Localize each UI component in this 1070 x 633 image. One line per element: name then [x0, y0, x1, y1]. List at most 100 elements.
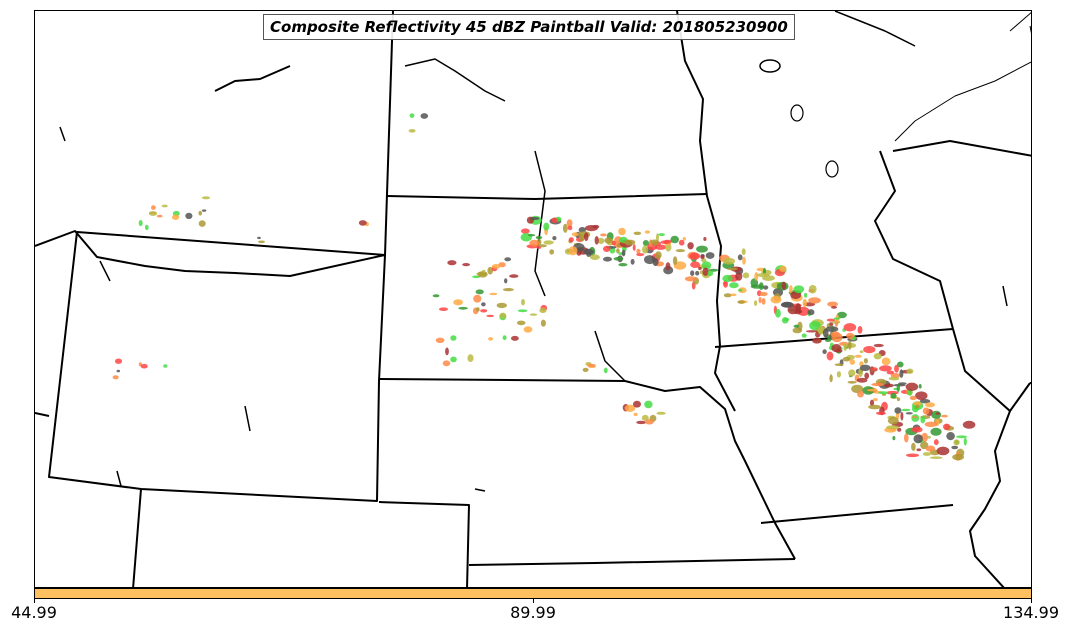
reflectivity-blob — [913, 401, 922, 407]
reflectivity-blob — [870, 367, 878, 372]
reflectivity-blob — [447, 260, 457, 266]
reflectivity-blob — [863, 358, 869, 364]
reflectivity-blob — [730, 293, 737, 297]
reflectivity-blob — [930, 427, 942, 436]
reflectivity-blob — [847, 380, 857, 384]
reflectivity-blob — [900, 411, 904, 421]
reflectivity-blob — [857, 326, 863, 334]
reflectivity-blob — [914, 404, 920, 409]
reflectivity-blob — [543, 222, 550, 231]
reflectivity-blob — [462, 263, 470, 267]
reflectivity-blob — [829, 374, 833, 383]
reflectivity-blob — [636, 248, 641, 254]
reflectivity-blob — [439, 307, 448, 312]
reflectivity-blob — [761, 298, 766, 305]
reflectivity-blob — [583, 232, 589, 242]
map-title: Composite Reflectivity 45 dBZ Paintball … — [263, 14, 795, 40]
reflectivity-blob — [920, 416, 926, 424]
reflectivity-blob — [962, 420, 976, 429]
reflectivity-blob — [603, 256, 612, 262]
reflectivity-blob — [603, 245, 611, 252]
reflectivity-blob — [201, 196, 211, 200]
reflectivity-blob — [442, 360, 451, 367]
reflectivity-blob — [729, 282, 739, 289]
reflectivity-blob — [722, 274, 733, 283]
reflectivity-blob — [941, 414, 948, 418]
reflectivity-blob — [477, 271, 488, 278]
reflectivity-map — [35, 11, 1031, 587]
reflectivity-blob — [742, 256, 746, 265]
reflectivity-blob — [887, 416, 899, 425]
reflectivity-blob — [645, 419, 654, 425]
reflectivity-blob — [611, 240, 616, 246]
reflectivity-blob — [899, 369, 904, 378]
reflectivity-blob — [883, 383, 894, 388]
reflectivity-blob — [592, 224, 600, 229]
reflectivity-blob — [138, 220, 143, 227]
reflectivity-blob — [504, 278, 508, 284]
reflectivity-blob — [915, 391, 928, 401]
reflectivity-blob — [535, 235, 543, 240]
reflectivity-blob — [636, 420, 647, 425]
state-boundaries — [35, 11, 1031, 587]
reflectivity-blob — [847, 340, 852, 350]
reflectivity-blob — [504, 257, 512, 262]
reflectivity-blob — [754, 272, 759, 281]
reflectivity-blob — [866, 388, 878, 392]
reflectivity-blob — [487, 266, 494, 275]
reflectivity-blob — [759, 291, 768, 297]
reflectivity-blob — [630, 258, 635, 265]
reflectivity-blob — [198, 220, 206, 227]
reflectivity-blob — [540, 319, 546, 327]
reflectivity-blob — [672, 256, 678, 265]
reflectivity-blob — [658, 233, 665, 237]
reflectivity-blob — [523, 326, 533, 333]
reflectivity-blob — [953, 439, 960, 446]
reflectivity-blob — [918, 384, 922, 389]
reflectivity-blob — [906, 368, 914, 374]
reflectivity-blob — [802, 298, 807, 308]
reflectivity-blob — [927, 436, 931, 439]
reflectivity-blob — [886, 370, 895, 375]
reflectivity-blob — [582, 367, 589, 372]
reflectivity-blob — [722, 257, 736, 265]
reflectivity-blob — [616, 243, 621, 248]
reflectivity-blob — [458, 306, 468, 310]
reflectivity-blob — [763, 267, 766, 275]
reflectivity-blob — [163, 364, 168, 368]
reflectivity-blob — [826, 318, 836, 322]
reflectivity-blob — [198, 210, 202, 216]
reflectivity-blob — [701, 261, 712, 270]
reflectivity-blob — [857, 390, 864, 398]
reflectivity-blob — [933, 439, 939, 446]
reflectivity-blob — [450, 335, 457, 341]
reflectivity-blob — [445, 347, 449, 356]
reflectivity-blob — [756, 273, 770, 278]
reflectivity-blob — [737, 254, 743, 261]
reflectivity-blob — [727, 267, 738, 271]
reflectivity-blob — [543, 240, 554, 245]
reflectivity-blob — [600, 233, 607, 237]
reflectivity-blob — [482, 269, 486, 273]
reflectivity-blob — [632, 244, 636, 251]
reflectivity-blob — [946, 432, 955, 441]
reflectivity-blob — [849, 359, 856, 365]
reflectivity-blob — [827, 301, 838, 307]
reflectivity-blob — [358, 220, 367, 226]
reflectivity-blob — [834, 363, 844, 367]
reflectivity-blob — [896, 384, 900, 392]
reflectivity-blob — [858, 368, 863, 378]
reflectivity-blob — [916, 448, 922, 452]
reflectivity-blob — [633, 400, 641, 408]
reflectivity-blob — [779, 265, 787, 272]
reflectivity-blob — [621, 249, 626, 257]
reflectivity-blob — [770, 295, 782, 304]
reflectivity-blob — [650, 239, 660, 245]
reflectivity-blob — [873, 353, 882, 360]
reflectivity-blob — [529, 313, 538, 316]
reflectivity-blob — [897, 427, 902, 432]
colorbar-tick-label-max: 134.99 — [1003, 603, 1059, 622]
reflectivity-blob — [936, 446, 950, 456]
reflectivity-blob — [527, 234, 536, 237]
reflectivity-blob — [472, 275, 481, 279]
